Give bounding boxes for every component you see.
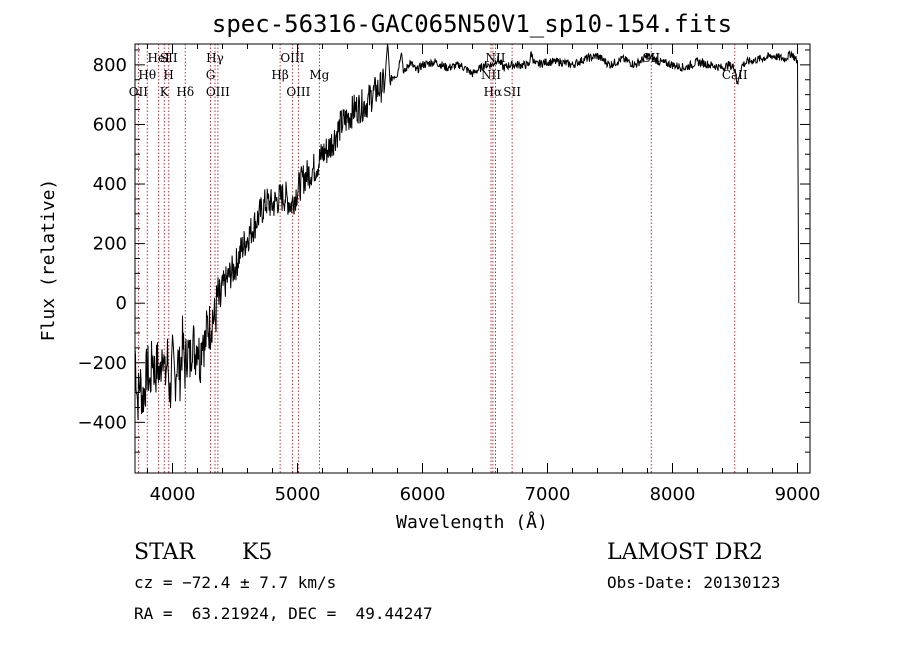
survey-label: LAMOST DR2 <box>607 540 763 565</box>
line-label: OIII <box>280 51 304 65</box>
line-label: OII <box>129 85 149 99</box>
line-label: HeI <box>147 51 170 65</box>
line-label: Mg <box>309 68 329 82</box>
line-label: Hβ <box>271 68 288 82</box>
subclass-label: K5 <box>242 540 273 565</box>
y-tick-label: 200 <box>93 234 127 255</box>
line-label: K <box>160 85 170 99</box>
x-tick-label: 5000 <box>275 484 321 505</box>
line-label: Hα <box>484 85 503 99</box>
y-axis-label: Flux (relative) <box>38 179 59 342</box>
x-tick-label: 8000 <box>650 484 696 505</box>
line-label: Hθ <box>138 68 156 82</box>
y-tick-label: 800 <box>93 55 127 76</box>
line-label: OIII <box>206 85 230 99</box>
redshift-readout: cz = −72.4 ± 7.7 km/s <box>134 573 337 592</box>
x-tick-label: 6000 <box>400 484 446 505</box>
line-label: OIII <box>286 85 310 99</box>
y-tick-label: −200 <box>78 353 127 374</box>
obs-date-readout: Obs-Date: 20130123 <box>607 573 781 592</box>
x-tick-label: 7000 <box>525 484 571 505</box>
spectrum-line <box>134 43 800 420</box>
line-label: NII <box>486 51 506 65</box>
y-tick-label: 600 <box>93 114 127 135</box>
x-tick-label: 9000 <box>775 484 821 505</box>
line-label: G <box>206 68 216 82</box>
x-tick-label: 4000 <box>150 484 196 505</box>
plot-area: 4000 5000 6000 7000 8000 9000 −400 −200 0 200 400 6… <box>78 43 821 505</box>
class-label: STAR <box>134 540 195 565</box>
coordinates-readout: RA = 63.21924, DEC = 49.44247 <box>134 604 433 623</box>
y-tick-label: −400 <box>78 412 127 433</box>
y-tick-label: 0 <box>116 293 127 314</box>
line-label: Hγ <box>206 51 224 65</box>
x-axis-label: Wavelength (Å) <box>396 511 548 530</box>
line-label: SII <box>160 51 178 65</box>
line-label: SII <box>642 51 660 65</box>
line-label: CaII <box>722 68 748 82</box>
line-label: Hδ <box>176 85 194 99</box>
spectrum-chart: spec-56316-GAC065N50V1_sp10-154.fits 400… <box>38 10 821 530</box>
chart-title: spec-56316-GAC065N50V1_sp10-154.fits <box>212 10 732 38</box>
line-label: SII <box>503 85 521 99</box>
y-tick-label: 400 <box>93 174 127 195</box>
line-label: NII <box>481 68 501 82</box>
line-label: H <box>163 68 173 82</box>
